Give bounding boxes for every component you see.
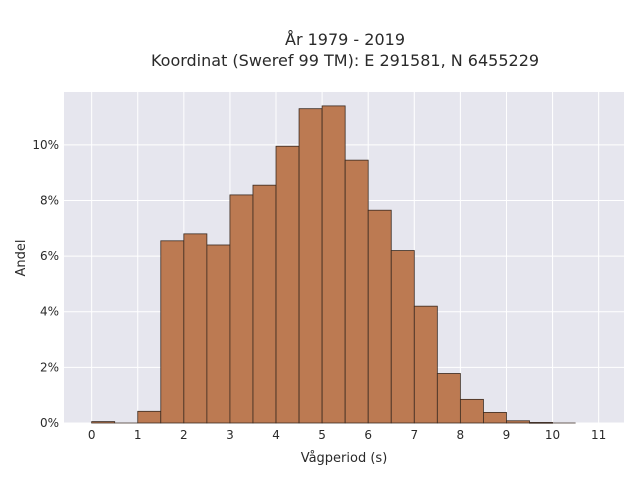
y-tick-label: 0% bbox=[40, 416, 59, 430]
y-axis-label: Andel bbox=[14, 240, 29, 277]
y-tick-label: 2% bbox=[40, 360, 59, 374]
histogram-bar bbox=[206, 244, 231, 424]
x-tick-label: 2 bbox=[180, 428, 188, 442]
x-tick-label: 0 bbox=[88, 428, 96, 442]
x-tick-label: 4 bbox=[272, 428, 280, 442]
chart-title-line2: Koordinat (Sweref 99 TM): E 291581, N 64… bbox=[151, 51, 539, 70]
histogram-bar bbox=[483, 412, 507, 424]
x-axis-label: Vågperiod (s) bbox=[301, 451, 388, 466]
x-tick-label: 11 bbox=[591, 428, 606, 442]
histogram-bar bbox=[275, 145, 300, 424]
x-tick-label: 1 bbox=[134, 428, 142, 442]
x-tick-label: 5 bbox=[318, 428, 326, 442]
y-tick-label: 4% bbox=[40, 305, 59, 319]
chart-title-line1: År 1979 - 2019 bbox=[285, 30, 405, 49]
histogram-bar bbox=[137, 410, 162, 424]
x-tick-label: 3 bbox=[226, 428, 234, 442]
x-tick-label: 8 bbox=[457, 428, 465, 442]
histogram-bar bbox=[390, 250, 415, 424]
histogram-bar bbox=[321, 105, 346, 424]
x-tick-label: 6 bbox=[364, 428, 372, 442]
histogram-bar bbox=[344, 159, 369, 424]
histogram-bar bbox=[160, 240, 185, 424]
histogram-bar bbox=[367, 209, 392, 424]
histogram-bar bbox=[229, 194, 254, 424]
y-tick-labels: 0% 2% 4% 6% 8% 10% bbox=[32, 138, 59, 430]
y-tick-label: 10% bbox=[32, 138, 59, 152]
histogram-bar bbox=[529, 422, 553, 424]
histogram-bar bbox=[183, 233, 208, 424]
histogram-bar bbox=[459, 398, 484, 424]
histogram-bar bbox=[91, 421, 116, 424]
histogram-bar bbox=[298, 108, 323, 424]
x-tick-label: 9 bbox=[503, 428, 511, 442]
y-tick-label: 8% bbox=[40, 193, 59, 207]
histogram-bar bbox=[506, 420, 530, 424]
x-tick-labels: 0 1 2 3 4 5 6 7 8 9 10 11 bbox=[88, 428, 606, 442]
histogram-bar bbox=[413, 305, 438, 424]
histogram-bar bbox=[436, 373, 461, 424]
x-tick-label: 10 bbox=[545, 428, 560, 442]
x-tick-label: 7 bbox=[410, 428, 418, 442]
bars bbox=[91, 105, 576, 424]
histogram-bar bbox=[252, 184, 277, 424]
y-tick-label: 6% bbox=[40, 249, 59, 263]
